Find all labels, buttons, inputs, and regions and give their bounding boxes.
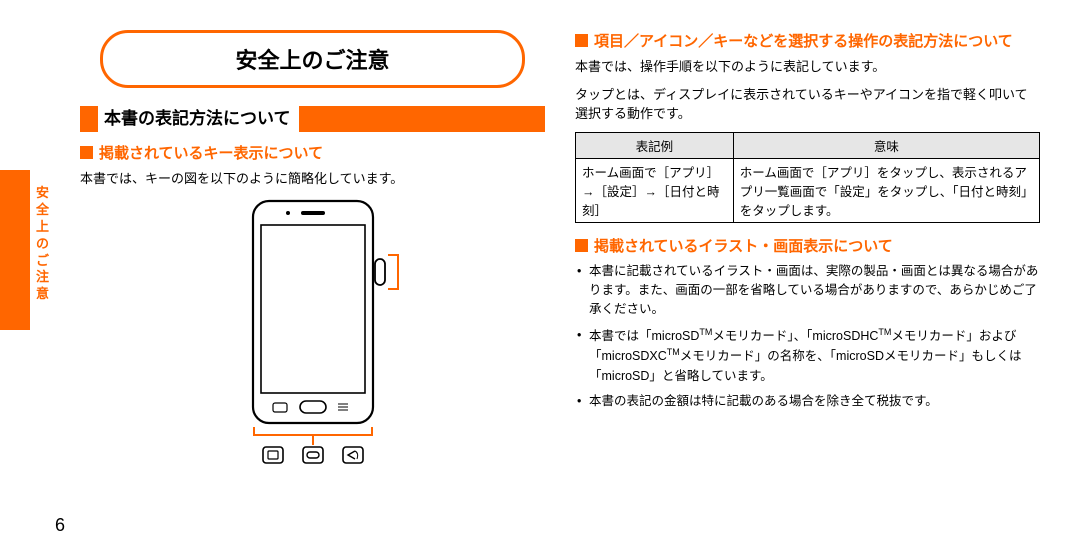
table-row: ホーム画面で［アプリ］→［設定］→［日付と時刻］ ホーム画面で［アプリ］をタップ… bbox=[576, 158, 1040, 222]
square-bullet-icon bbox=[575, 239, 588, 252]
right-column: 項目／アイコン／キーなどを選択する操作の表記方法について 本書では、操作手順を以… bbox=[575, 30, 1040, 472]
list-item: 本書の表記の金額は特に記載のある場合を除き全て税抜です。 bbox=[589, 392, 1040, 411]
subheading-keys-text: 掲載されているキー表示について bbox=[99, 145, 323, 162]
list-item: 本書では「microSDTMメモリカード」、「microSDHCTMメモリカード… bbox=[589, 326, 1040, 386]
side-label: 安全上のご注意 bbox=[36, 185, 52, 303]
body-keys: 本書では、キーの図を以下のように簡略化しています。 bbox=[80, 169, 545, 189]
subheading-operation: 項目／アイコン／キーなどを選択する操作の表記方法について bbox=[575, 30, 1040, 51]
subheading-illust: 掲載されているイラスト・画面表示について bbox=[575, 235, 1040, 256]
section-heading: 本書の表記方法について bbox=[80, 106, 545, 132]
page-title: 安全上のご注意 bbox=[100, 30, 525, 88]
subheading-keys: 掲載されているキー表示について bbox=[80, 142, 545, 163]
side-tab bbox=[0, 170, 30, 330]
list-item: 本書に記載されているイラスト・画面は、実際の製品・画面とは異なる場合があります。… bbox=[589, 262, 1040, 320]
notation-table: 表記例 意味 ホーム画面で［アプリ］→［設定］→［日付と時刻］ ホーム画面で［ア… bbox=[575, 132, 1040, 223]
square-bullet-icon bbox=[575, 34, 588, 47]
phone-illustration bbox=[80, 197, 545, 472]
subheading-illust-text: 掲載されているイラスト・画面表示について bbox=[594, 238, 893, 255]
body-op2: タップとは、ディスプレイに表示されているキーやアイコンを指で軽く叩いて選択する動… bbox=[575, 85, 1040, 124]
th-meaning: 意味 bbox=[733, 132, 1039, 158]
bullet-list: 本書に記載されているイラスト・画面は、実際の製品・画面とは異なる場合があります。… bbox=[575, 262, 1040, 412]
td-example: ホーム画面で［アプリ］→［設定］→［日付と時刻］ bbox=[576, 158, 734, 222]
page-number: 6 bbox=[55, 515, 65, 536]
page: 安全上のご注意 本書の表記方法について 掲載されているキー表示について 本書では… bbox=[0, 0, 1080, 482]
th-example: 表記例 bbox=[576, 132, 734, 158]
left-column: 安全上のご注意 本書の表記方法について 掲載されているキー表示について 本書では… bbox=[80, 30, 545, 472]
body-op1: 本書では、操作手順を以下のように表記しています。 bbox=[575, 57, 1040, 77]
square-bullet-icon bbox=[80, 146, 93, 159]
td-meaning: ホーム画面で［アプリ］をタップし、表示されるアプリ一覧画面で「設定」をタップし、… bbox=[733, 158, 1039, 222]
subheading-operation-text: 項目／アイコン／キーなどを選択する操作の表記方法について bbox=[594, 33, 1013, 50]
section-heading-text: 本書の表記方法について bbox=[98, 106, 299, 132]
